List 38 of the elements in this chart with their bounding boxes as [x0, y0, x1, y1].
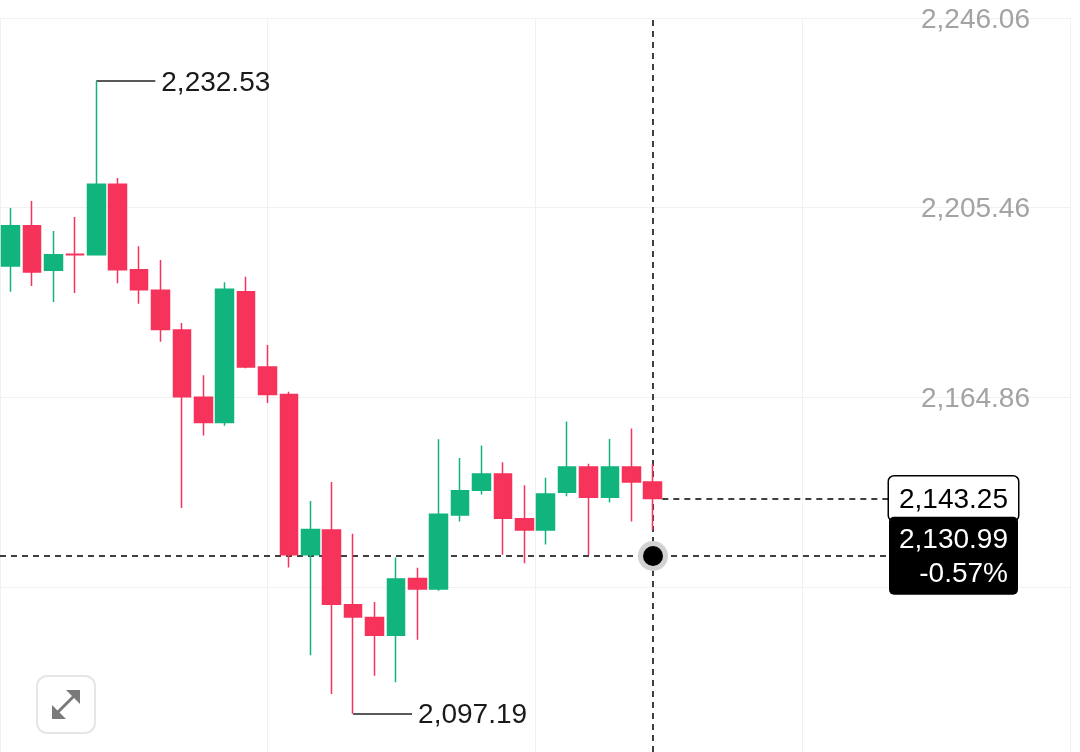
candlestick [214, 281, 235, 427]
candlestick [600, 438, 620, 504]
candlestick [343, 533, 363, 715]
candlestick [514, 484, 535, 564]
candlestick [43, 230, 64, 303]
candlestick [279, 390, 299, 569]
candlestick [621, 427, 642, 523]
candlestick [22, 200, 42, 287]
candlestick [407, 567, 428, 641]
candlestick [386, 556, 406, 684]
annotation: 2,232.53 [161, 65, 271, 97]
candlestick [557, 420, 577, 498]
y-tick-label: 2,164.86 [921, 381, 1030, 413]
y-tick-label: 2,246.06 [921, 2, 1030, 34]
candlestick [150, 259, 171, 343]
candlestick [642, 462, 663, 532]
candlestick [257, 344, 278, 404]
candlestick [578, 462, 599, 556]
ref-line-label: 2,130.99 -0.57% [899, 523, 1008, 589]
candlestick [65, 216, 85, 294]
candlestick [471, 444, 492, 496]
candlestick [535, 476, 556, 546]
candlestick [450, 457, 470, 523]
candlestick [86, 80, 107, 256]
candlestick [0, 207, 21, 293]
ref-line-label: 2,143.25 [899, 482, 1008, 514]
annotation: 2,097.19 [418, 698, 528, 730]
candlestick [364, 601, 385, 677]
candlestick [493, 461, 513, 556]
candlestick [129, 245, 149, 305]
y-tick-label: 2,205.46 [921, 192, 1030, 224]
candlestick [193, 374, 214, 437]
candlestick [300, 500, 321, 657]
candlestick [236, 275, 256, 370]
candlestick [172, 322, 192, 509]
candlestick [321, 481, 342, 695]
candlestick [428, 438, 449, 592]
candlestick [107, 177, 128, 285]
